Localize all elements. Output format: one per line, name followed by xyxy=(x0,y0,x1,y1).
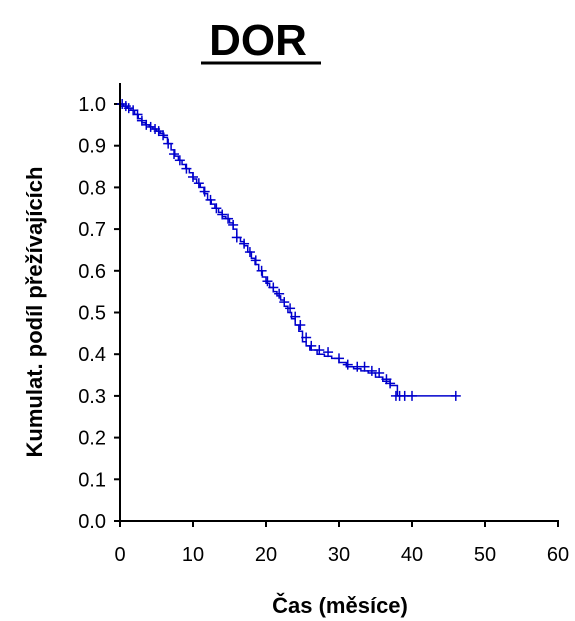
censor-mark xyxy=(385,378,396,389)
x-tick-label: 40 xyxy=(401,544,423,566)
censor-mark xyxy=(407,390,417,401)
censor-mark xyxy=(314,345,325,356)
censor-mark xyxy=(250,255,261,266)
censor-mark xyxy=(285,303,296,314)
censor-mark xyxy=(244,247,255,258)
y-tick-label: 0.0 xyxy=(78,511,106,533)
censor-mark xyxy=(136,115,147,126)
censor-mark xyxy=(217,209,228,220)
censor-mark xyxy=(199,186,210,197)
x-tick-label: 60 xyxy=(547,544,569,566)
censor-mark xyxy=(239,238,250,249)
censor-mark xyxy=(342,359,353,370)
censored-marks xyxy=(117,99,461,401)
censor-mark xyxy=(158,130,169,141)
y-tick-label: 0.1 xyxy=(78,469,106,491)
y-tick-label: 1.0 xyxy=(78,94,106,116)
y-tick-label: 0.9 xyxy=(78,136,106,158)
censor-mark xyxy=(163,138,174,149)
censor-mark xyxy=(223,213,234,224)
censor-mark xyxy=(153,126,164,137)
y-tick-label: 0.6 xyxy=(78,261,106,283)
censor-mark xyxy=(231,232,242,243)
censor-mark xyxy=(132,109,143,120)
censor-mark xyxy=(174,155,185,166)
y-axis-label: Kumulat. podíl přežívajících xyxy=(22,167,47,458)
censor-mark xyxy=(268,282,279,293)
y-tick-label: 0.3 xyxy=(78,386,106,408)
y-tick-label: 0.2 xyxy=(78,428,106,450)
x-axis-label: Čas (měsíce) xyxy=(272,593,408,618)
censor-mark xyxy=(188,171,198,182)
censor-mark xyxy=(169,149,180,160)
x-tick-label: 50 xyxy=(474,544,496,566)
y-tick-label: 0.5 xyxy=(78,303,106,325)
x-tick-label: 0 xyxy=(114,544,125,566)
censor-mark xyxy=(374,367,385,378)
censor-mark xyxy=(256,265,267,276)
censor-mark xyxy=(141,119,152,130)
x-tick-label: 20 xyxy=(255,544,277,566)
censor-mark xyxy=(301,332,312,343)
censor-mark xyxy=(306,340,317,351)
x-tick-label: 10 xyxy=(182,544,204,566)
censor-mark xyxy=(323,347,334,358)
censor-mark xyxy=(334,353,344,364)
x-tick-label: 30 xyxy=(328,544,350,566)
y-tick-label: 0.7 xyxy=(78,219,106,241)
censor-mark xyxy=(262,276,273,287)
censor-mark xyxy=(128,105,139,116)
axis-ticks: 0 10 20 30 40 50 60 0.0 0.1 0.2 0.3 0.4 0.5 0.6 0.7 0.8… xyxy=(78,94,569,566)
survival-line xyxy=(120,103,456,397)
censor-mark xyxy=(450,390,461,401)
censor-mark xyxy=(359,361,370,372)
censor-mark xyxy=(193,178,204,189)
censor-mark xyxy=(279,297,290,308)
censor-mark xyxy=(366,365,377,376)
censor-mark xyxy=(228,219,239,230)
censor-mark xyxy=(295,320,306,331)
censor-mark xyxy=(211,203,222,214)
censor-mark xyxy=(145,121,156,132)
censor-mark xyxy=(181,163,192,174)
chart-title: DOR xyxy=(209,16,307,65)
censor-mark xyxy=(123,103,134,114)
survival-curve xyxy=(120,103,456,397)
censor-mark xyxy=(274,288,285,299)
y-tick-label: 0.4 xyxy=(78,344,106,366)
y-tick-label: 0.8 xyxy=(78,177,106,199)
censor-mark xyxy=(290,311,301,322)
censor-mark xyxy=(205,194,216,205)
